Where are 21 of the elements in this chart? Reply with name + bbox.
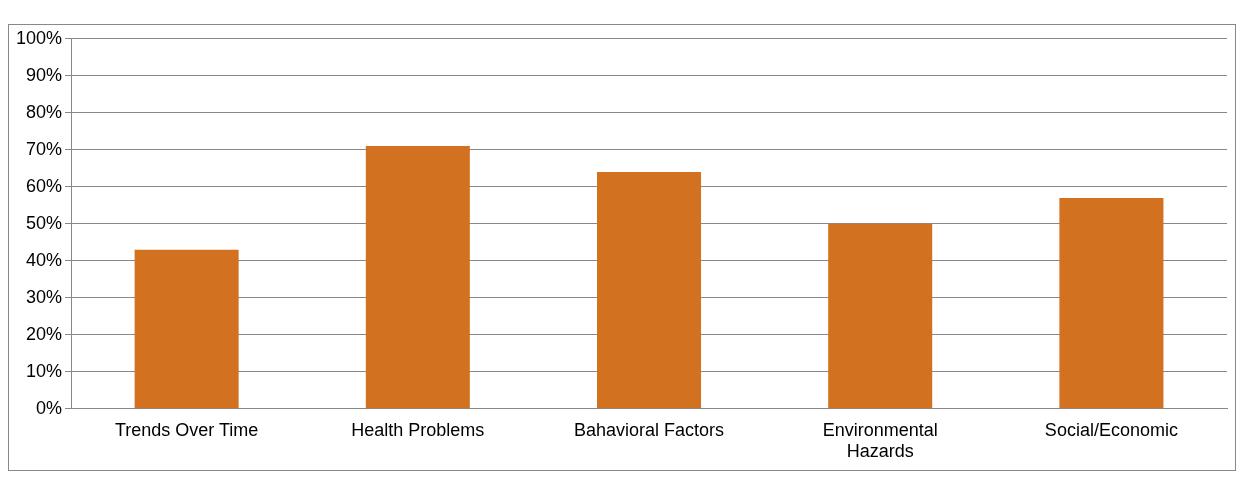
y-tick-label: 0% [36,397,63,418]
bar [828,223,933,409]
x-tick-label: Trends Over Time [114,419,259,440]
x-tick-label: Health Problems [351,419,485,440]
y-tick-label: 40% [26,249,63,270]
x-tick-label: Bahavioral Factors [573,419,725,440]
y-tick-label: 90% [26,64,63,85]
y-tick-label: 100% [15,27,63,48]
y-tick-label: 10% [26,360,63,381]
bar [1059,197,1164,409]
y-tick-label: 80% [26,101,63,122]
bar [365,146,470,409]
bar [134,249,239,409]
x-tick-label: Environmental Hazards [822,419,938,462]
y-tick-label: 50% [26,212,63,233]
y-tick-label: 30% [26,286,63,307]
y-tick-label: 60% [26,175,63,196]
x-tick-label: Social/Economic [1044,419,1178,440]
bar [597,172,702,409]
y-tick-label: 20% [26,323,63,344]
y-tick-label: 70% [26,138,63,159]
